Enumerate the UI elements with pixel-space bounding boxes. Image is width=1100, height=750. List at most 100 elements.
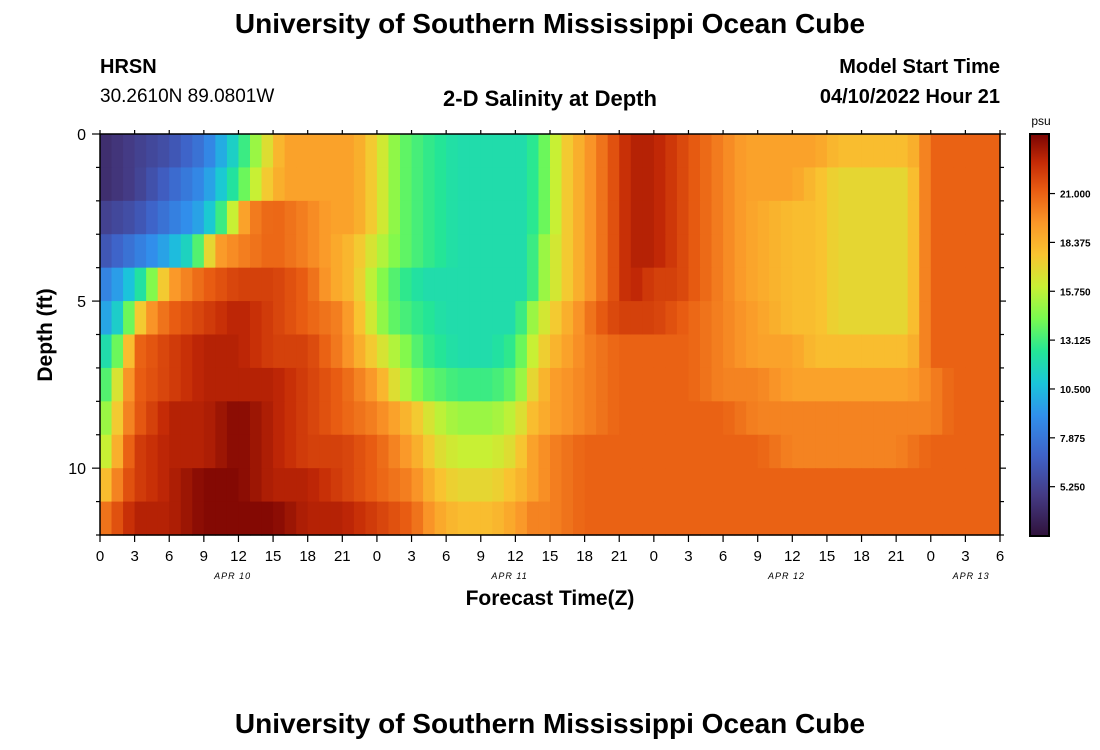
heatmap-cell	[757, 167, 770, 202]
heatmap-cell	[284, 434, 297, 469]
heatmap-cell	[203, 167, 216, 202]
heatmap-cell	[492, 134, 505, 169]
heatmap-cell	[642, 234, 655, 269]
heatmap-cell	[630, 367, 643, 402]
heatmap-cell	[526, 234, 540, 269]
heatmap-cell	[861, 200, 874, 235]
heatmap-cell	[746, 401, 759, 436]
heatmap-cell	[261, 367, 274, 402]
heatmap-cell	[100, 200, 113, 235]
heatmap-cell	[665, 367, 678, 402]
heatmap-cell	[838, 167, 851, 202]
heatmap-cell	[492, 434, 505, 469]
heatmap-cell	[192, 301, 205, 336]
heatmap-cell	[353, 301, 366, 336]
x-tick-label: 9	[200, 548, 208, 565]
heatmap-cell	[665, 301, 678, 336]
heatmap-cell	[146, 234, 159, 269]
heatmap-cell	[353, 334, 366, 369]
heatmap-cell	[134, 401, 147, 436]
heatmap-cell	[238, 234, 251, 269]
heatmap-cell	[907, 468, 920, 503]
heatmap-cell	[434, 167, 447, 202]
heatmap-cell	[965, 267, 978, 302]
heatmap-cell	[734, 367, 747, 402]
heatmap-cell	[573, 367, 586, 402]
heatmap-cell	[169, 134, 182, 169]
heatmap-cell	[261, 267, 274, 302]
heatmap-cell	[988, 200, 1001, 235]
heatmap-cell	[238, 334, 251, 369]
heatmap-cell	[157, 200, 170, 235]
heatmap-cell	[642, 434, 655, 469]
heatmap-cell	[665, 401, 678, 436]
heatmap-cell	[861, 334, 874, 369]
heatmap-cell	[907, 401, 920, 436]
heatmap-cell	[907, 134, 920, 169]
x-date-label: APR 13	[952, 571, 990, 581]
heatmap-cell	[423, 401, 436, 436]
heatmap-cell	[226, 501, 240, 536]
heatmap-cell	[873, 501, 886, 536]
heatmap-cell	[411, 401, 424, 436]
heatmap-cell	[446, 468, 459, 503]
heatmap-cell	[792, 301, 805, 336]
heatmap-cell	[226, 367, 240, 402]
heatmap-cell	[884, 367, 897, 402]
heatmap-cell	[446, 301, 459, 336]
heatmap-cell	[526, 401, 540, 436]
heatmap-cell	[930, 134, 943, 169]
heatmap-cell	[803, 434, 816, 469]
heatmap-cell	[469, 401, 482, 436]
x-date-label: APR 11	[490, 571, 527, 581]
heatmap-cell	[411, 468, 424, 503]
heatmap-cell	[596, 200, 609, 235]
heatmap-cell	[884, 234, 897, 269]
heatmap-cell	[930, 367, 943, 402]
heatmap-cell	[619, 134, 632, 169]
heatmap-cell	[538, 334, 551, 369]
heatmap-cell	[307, 200, 320, 235]
heatmap-cell	[526, 334, 540, 369]
heatmap-cell	[480, 434, 493, 469]
heatmap-cell	[100, 134, 113, 169]
heatmap-cell	[573, 167, 586, 202]
heatmap-cell	[942, 134, 955, 169]
heatmap-cell	[884, 401, 897, 436]
heatmap-cell	[838, 234, 851, 269]
heatmap-cell	[976, 468, 990, 503]
heatmap-cell	[238, 434, 251, 469]
heatmap-cell	[815, 167, 828, 202]
heatmap-cell	[896, 267, 909, 302]
heatmap-cell	[942, 234, 955, 269]
heatmap-cell	[584, 134, 597, 169]
x-tick-label: 9	[754, 548, 762, 565]
heatmap-cell	[711, 367, 724, 402]
heatmap-cell	[526, 167, 540, 202]
heatmap-cell	[550, 468, 563, 503]
heatmap-cell	[953, 434, 966, 469]
heatmap-cell	[711, 468, 724, 503]
heatmap-cell	[250, 200, 263, 235]
heatmap-cell	[134, 301, 147, 336]
heatmap-cell	[676, 200, 690, 235]
heatmap-cell	[642, 134, 655, 169]
heatmap-cell	[526, 200, 540, 235]
heatmap-cell	[850, 334, 863, 369]
heatmap-cell	[319, 167, 332, 202]
heatmap-cell	[503, 301, 516, 336]
heatmap-cell	[550, 501, 563, 536]
heatmap-cell	[734, 434, 747, 469]
heatmap-cell	[180, 434, 193, 469]
heatmap-cell	[146, 501, 159, 536]
heatmap-cell	[515, 234, 528, 269]
heatmap-cell	[676, 434, 690, 469]
heatmap-cell	[884, 468, 897, 503]
heatmap-cell	[503, 401, 516, 436]
heatmap-cell	[896, 134, 909, 169]
heatmap-cell	[953, 468, 966, 503]
heatmap-cell	[492, 200, 505, 235]
heatmap-cell	[226, 167, 240, 202]
heatmap-cell	[573, 301, 586, 336]
heatmap-cell	[550, 401, 563, 436]
